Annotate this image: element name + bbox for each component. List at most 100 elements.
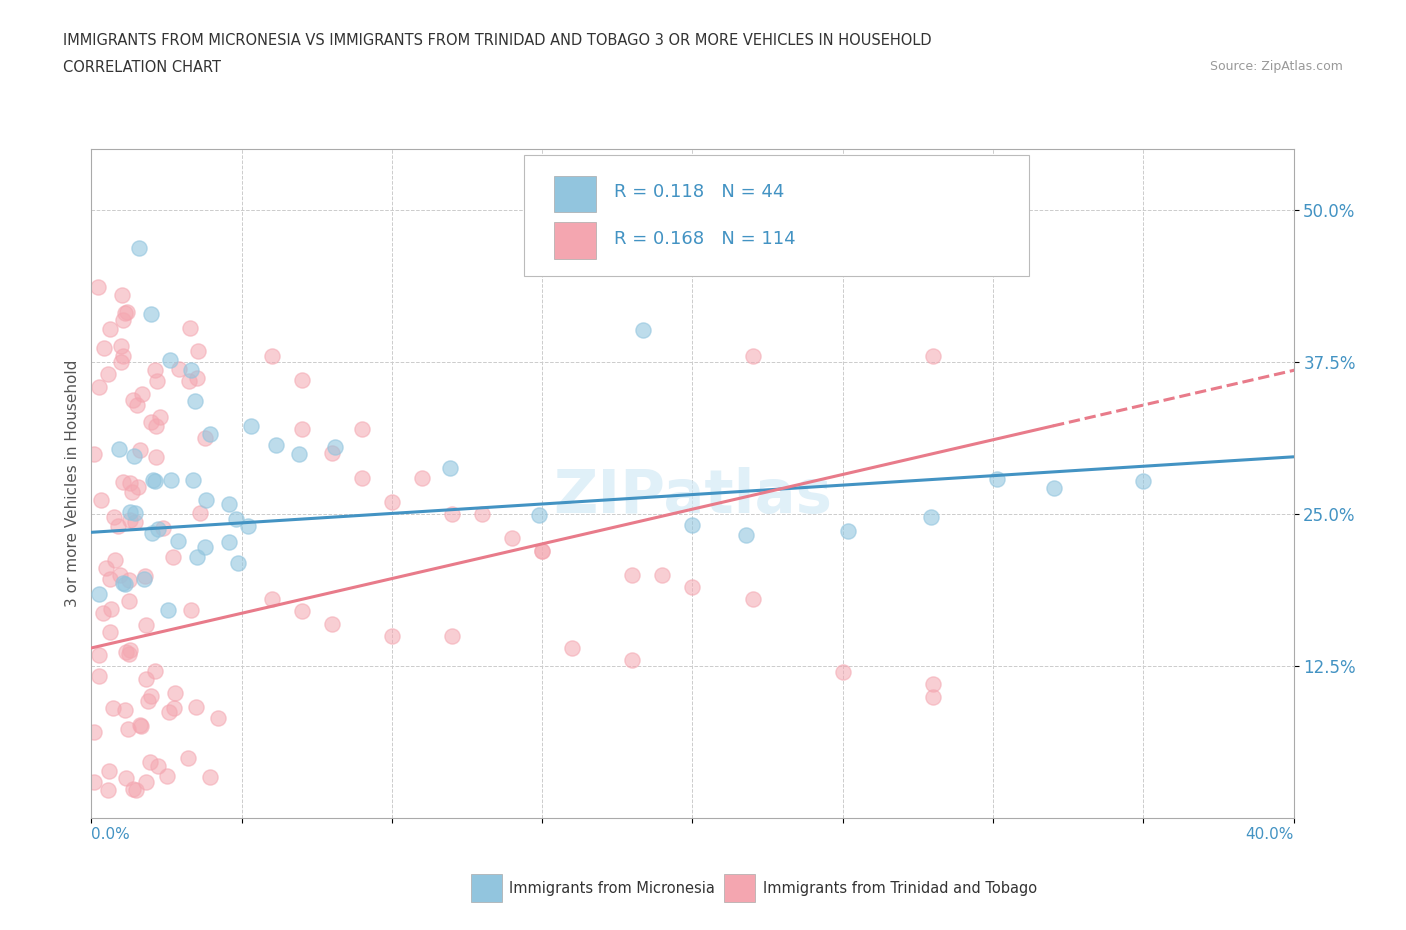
Point: [145, 449, 167, 464]
Point: [381, 629, 404, 644]
Point: [87, 279, 110, 294]
Point: [986, 472, 1008, 486]
Point: [741, 591, 763, 606]
Point: [321, 617, 343, 631]
Point: [1043, 481, 1066, 496]
Point: [240, 418, 263, 433]
Point: [440, 629, 463, 644]
Point: [218, 534, 240, 549]
Point: [107, 518, 129, 533]
Point: [187, 344, 209, 359]
Point: [167, 534, 190, 549]
Point: [121, 485, 143, 499]
Point: [118, 643, 141, 658]
Point: [531, 543, 554, 558]
Point: [186, 371, 208, 386]
Point: [1132, 473, 1154, 488]
Point: [207, 711, 229, 725]
Point: [471, 507, 494, 522]
Bar: [554, 222, 596, 259]
Point: [143, 363, 166, 378]
Point: [110, 339, 132, 353]
Point: [741, 349, 763, 364]
Point: [350, 421, 373, 436]
Point: [186, 550, 208, 565]
Point: [111, 288, 134, 303]
Text: Source: ZipAtlas.com: Source: ZipAtlas.com: [1209, 60, 1343, 73]
Point: [83, 446, 105, 461]
Point: [139, 754, 162, 769]
Point: [129, 719, 152, 734]
Point: [93, 340, 115, 355]
Point: [260, 349, 283, 364]
Point: [226, 555, 249, 570]
Point: [922, 677, 945, 692]
Point: [291, 421, 314, 436]
Point: [117, 721, 139, 736]
Point: [142, 472, 165, 487]
Point: [129, 718, 152, 733]
Point: [266, 437, 288, 452]
Point: [139, 307, 162, 322]
Point: [120, 476, 142, 491]
Point: [321, 445, 343, 460]
Point: [124, 514, 146, 529]
Point: [129, 443, 152, 458]
Point: [162, 550, 184, 565]
Point: [180, 363, 202, 378]
Point: [291, 604, 314, 618]
Point: [288, 446, 311, 461]
Point: [238, 518, 260, 533]
Point: [114, 306, 136, 321]
Point: [160, 473, 183, 488]
Point: [108, 568, 131, 583]
Point: [120, 505, 142, 520]
Point: [122, 392, 145, 407]
Point: [101, 700, 124, 715]
Point: [135, 618, 157, 632]
Point: [135, 775, 157, 790]
Point: [837, 524, 859, 538]
Text: CORRELATION CHART: CORRELATION CHART: [63, 60, 221, 75]
Point: [177, 751, 200, 765]
Point: [198, 769, 221, 784]
Point: [115, 305, 138, 320]
Point: [621, 567, 644, 582]
Point: [118, 513, 141, 528]
Point: [651, 567, 673, 582]
Point: [411, 470, 433, 485]
Point: [114, 577, 136, 591]
Text: 0.0%: 0.0%: [91, 827, 131, 842]
Point: [681, 518, 703, 533]
Point: [124, 506, 146, 521]
Point: [291, 373, 314, 388]
Point: [145, 418, 167, 433]
Point: [439, 461, 461, 476]
Point: [350, 470, 373, 485]
Point: [125, 398, 148, 413]
Point: [440, 507, 463, 522]
Point: [103, 510, 125, 525]
Text: R = 0.168   N = 114: R = 0.168 N = 114: [614, 231, 796, 248]
Text: IMMIGRANTS FROM MICRONESIA VS IMMIGRANTS FROM TRINIDAD AND TOBAGO 3 OR MORE VEHI: IMMIGRANTS FROM MICRONESIA VS IMMIGRANTS…: [63, 33, 932, 47]
Point: [100, 602, 122, 617]
Point: [91, 605, 114, 620]
Point: [141, 525, 163, 540]
Bar: [554, 176, 596, 212]
Point: [920, 510, 942, 525]
Point: [97, 366, 120, 381]
Point: [831, 665, 853, 680]
Point: [146, 374, 169, 389]
Point: [111, 349, 134, 364]
Point: [83, 724, 105, 739]
Text: R = 0.118   N = 44: R = 0.118 N = 44: [614, 183, 785, 201]
Point: [531, 543, 554, 558]
Point: [118, 573, 141, 588]
Point: [381, 495, 404, 510]
Point: [149, 410, 172, 425]
Point: [156, 768, 179, 783]
Point: [138, 694, 160, 709]
Point: [114, 702, 136, 717]
Point: [90, 493, 112, 508]
Point: [141, 414, 163, 429]
